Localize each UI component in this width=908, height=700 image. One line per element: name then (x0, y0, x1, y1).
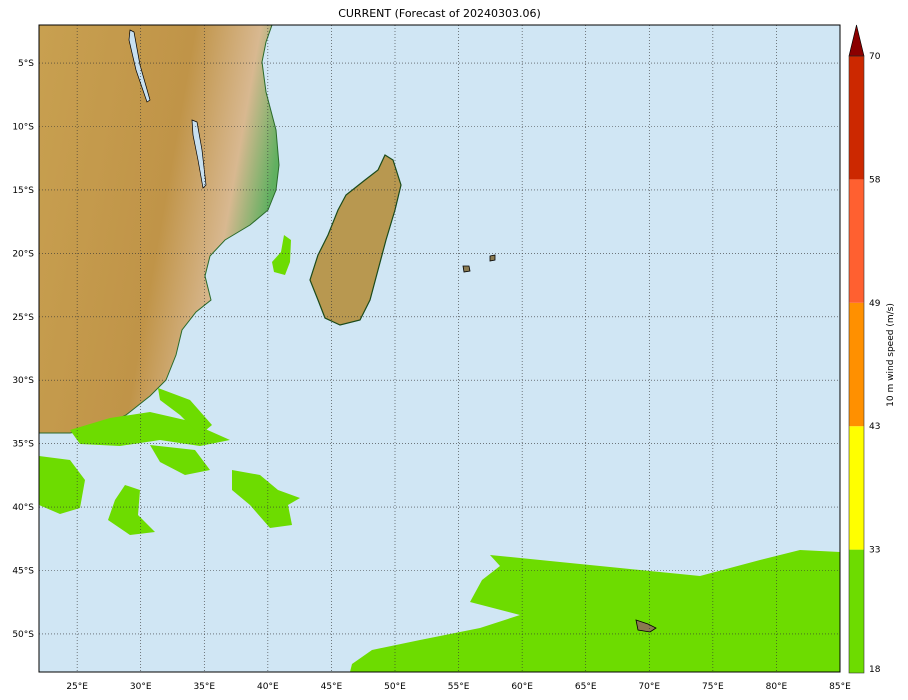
lon-tick-label: 70°E (638, 682, 660, 692)
lon-tick-label: 35°E (193, 682, 215, 692)
colorbar-tick-label: 70 (869, 52, 881, 62)
colorbar-tick-label: 49 (869, 299, 881, 309)
lon-tick-label: 45°E (321, 682, 343, 692)
colorbar-segment (849, 549, 864, 673)
wind-area-madagascar-west (272, 235, 291, 275)
colorbar-segment (849, 56, 864, 180)
lon-tick-label: 60°E (511, 682, 533, 692)
lat-tick-label: 10°S (12, 122, 34, 132)
wind-area-south-3 (150, 445, 210, 475)
map-title: CURRENT (Forecast of 20240303.06) (338, 7, 541, 20)
wind-area-south-2 (232, 470, 300, 528)
lat-tick-label: 35°S (12, 440, 34, 450)
lon-tick-label: 30°E (130, 682, 152, 692)
lon-tick-label: 80°E (766, 682, 788, 692)
lon-tick-label: 55°E (448, 682, 470, 692)
lon-tick-label: 25°E (66, 682, 88, 692)
colorbar-frame (848, 55, 865, 674)
madagascar-land (309, 154, 402, 326)
lake-tanganyika (128, 29, 151, 103)
wind-speed-areas (39, 235, 840, 672)
lat-tick-label: 20°S (12, 249, 34, 259)
wind-area-west (39, 456, 85, 514)
colorbar-label: 10 m wind speed (m/s) (886, 303, 896, 407)
colorbar-tick-label: 43 (869, 422, 880, 432)
colorbar-segment (849, 302, 864, 427)
colorbar: 18 33 43 49 58 70 10 m wind speed (m/s) (848, 24, 896, 675)
wind-area-agulhas (158, 388, 212, 435)
lon-tick-label: 85°E (829, 682, 851, 692)
lat-tick-label: 45°S (12, 567, 34, 577)
colorbar-extend-triangle (848, 24, 865, 57)
reunion-island (462, 265, 471, 273)
axis-labels: 25°E 30°E 35°E 40°E 45°E 50°E 55°E 60°E 65°E 70°E… (12, 59, 851, 692)
lat-tick-label: 40°S (12, 503, 34, 513)
colorbar-tick-label: 58 (869, 175, 881, 185)
colorbar-segment (849, 179, 864, 303)
lat-tick-label: 25°S (12, 313, 34, 323)
lat-tick-label: 30°S (12, 376, 34, 386)
lat-tick-label: 5°S (18, 59, 34, 69)
lat-tick-label: 50°S (12, 630, 34, 640)
lon-tick-label: 75°E (702, 682, 724, 692)
lake-malawi (191, 119, 207, 189)
lat-tick-label: 15°S (12, 186, 34, 196)
kerguelen-island (635, 619, 657, 633)
colorbar-tick-label: 33 (869, 546, 880, 556)
colorbar-segment (849, 426, 864, 550)
lon-tick-label: 50°E (384, 682, 406, 692)
wind-area-south-africa-coast (70, 412, 230, 446)
wind-area-south-1 (108, 485, 155, 535)
lon-tick-label: 65°E (575, 682, 597, 692)
lon-tick-label: 40°E (257, 682, 279, 692)
mauritius-island (489, 254, 496, 262)
wind-area-southern-ocean (350, 550, 840, 672)
colorbar-tick-label: 18 (869, 665, 881, 675)
map-frame (38, 24, 841, 673)
